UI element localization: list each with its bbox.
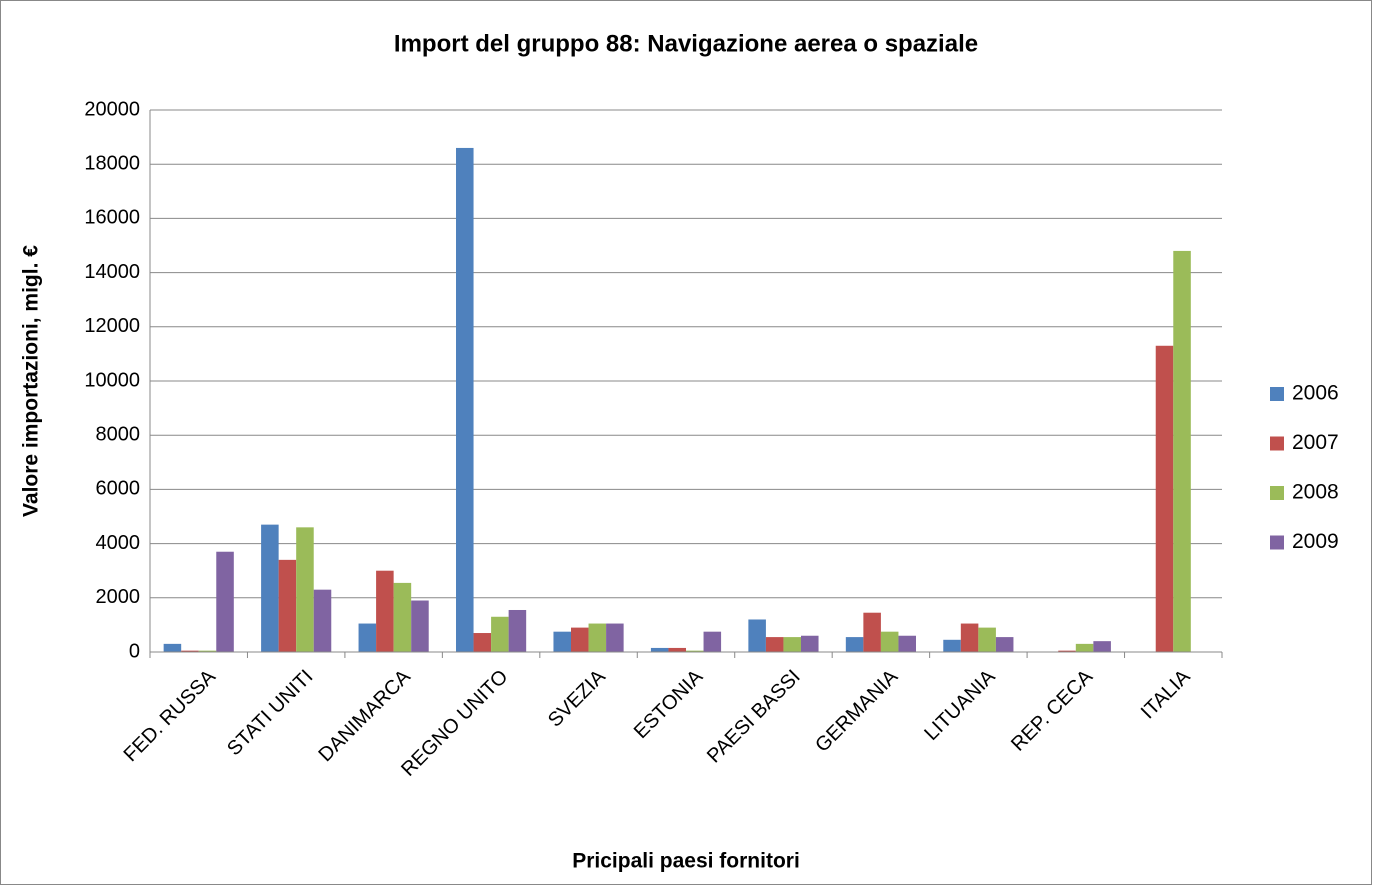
bar: [863, 612, 881, 652]
bar: [800, 635, 819, 652]
y-tick-label: 12000: [84, 315, 140, 337]
bar: [1173, 250, 1191, 653]
y-tick-label: 4000: [96, 532, 141, 554]
bar: [898, 635, 916, 652]
chart-title: Import del gruppo 88: Navigazione aerea …: [394, 30, 978, 57]
bar: [181, 650, 199, 652]
bar: [411, 600, 429, 652]
bar: [198, 650, 217, 652]
bar: [473, 633, 492, 652]
bar: [748, 619, 766, 652]
bar: [508, 609, 527, 652]
y-tick-label: 14000: [84, 261, 140, 283]
bar: [296, 527, 314, 652]
bar: [278, 559, 297, 652]
bar: [1093, 641, 1111, 652]
bar: [571, 627, 589, 652]
y-tick-label: 10000: [84, 369, 140, 391]
bar: [491, 616, 509, 652]
bar: [376, 570, 394, 652]
legend-label: 2009: [1292, 530, 1339, 553]
bar: [783, 637, 801, 652]
y-tick-label: 18000: [84, 152, 140, 174]
bar: [456, 147, 474, 652]
y-tick-label: 20000: [84, 98, 140, 120]
bar: [943, 639, 961, 652]
y-tick-label: 8000: [96, 423, 141, 445]
bar: [606, 623, 624, 652]
bar: [686, 650, 704, 652]
y-axis-title: Valore importazioni, migl. €: [20, 245, 43, 517]
y-tick-label: 6000: [96, 478, 141, 500]
bar: [358, 623, 377, 652]
legend-swatch: [1270, 436, 1284, 451]
legend-label: 2007: [1292, 431, 1339, 454]
legend-swatch: [1270, 486, 1284, 500]
legend-label: 2008: [1292, 481, 1339, 504]
bar: [845, 637, 864, 652]
bar: [261, 524, 279, 652]
bar: [995, 637, 1014, 652]
bar: [668, 647, 686, 652]
bar: [650, 647, 669, 652]
legend-swatch: [1270, 535, 1284, 550]
bar: [313, 589, 332, 652]
bar: [588, 623, 607, 652]
bar: [553, 631, 572, 652]
legend-label: 2006: [1292, 382, 1339, 405]
bar: [1058, 650, 1076, 652]
bar: [1075, 643, 1094, 652]
bar: [216, 551, 234, 652]
y-tick-label: 2000: [96, 586, 141, 608]
x-axis-title: Pricipali paesi fornitori: [572, 850, 800, 873]
bar: [978, 627, 996, 652]
bar: [880, 631, 899, 652]
bar: [703, 631, 722, 652]
bar: [163, 643, 182, 652]
bar: [960, 623, 979, 652]
bar: [393, 582, 412, 652]
bar: [765, 637, 784, 652]
y-tick-label: 0: [129, 640, 140, 662]
legend-swatch: [1270, 387, 1284, 401]
y-tick-label: 16000: [84, 207, 140, 229]
bar: [1155, 345, 1174, 652]
